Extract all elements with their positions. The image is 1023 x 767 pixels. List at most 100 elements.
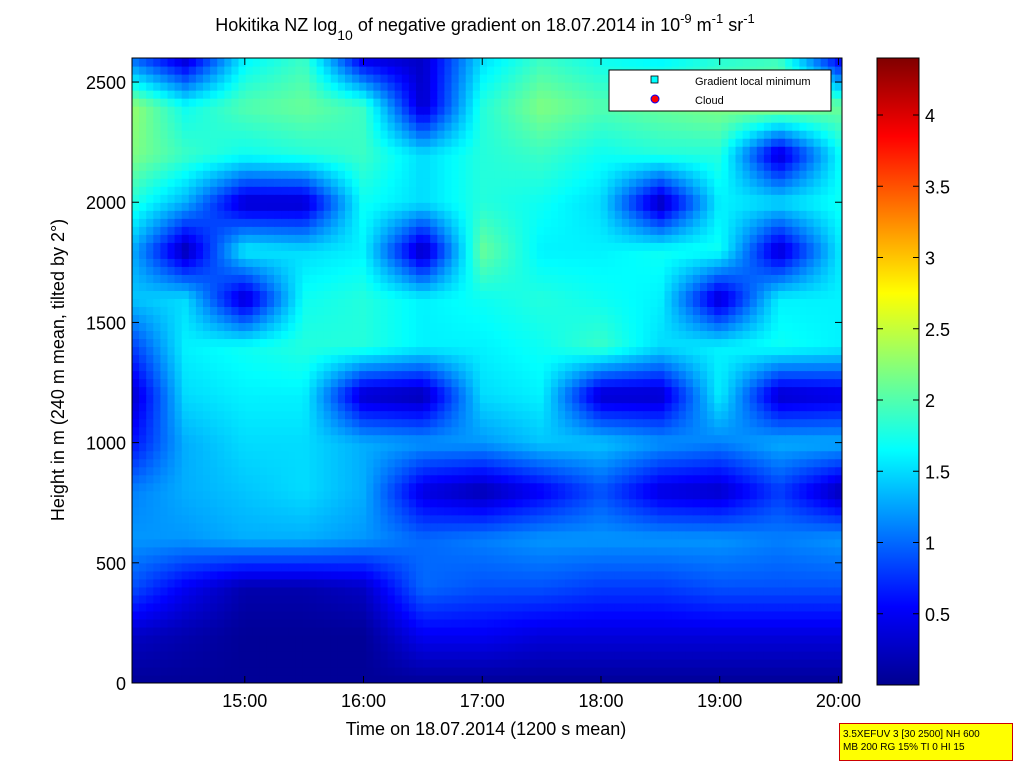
heatmap-cell — [160, 642, 169, 652]
heatmap-cell — [742, 474, 751, 484]
heatmap-cell — [522, 650, 531, 660]
heatmap-cell — [820, 586, 829, 596]
heatmap-cell — [366, 314, 374, 324]
heatmap-cell — [621, 490, 630, 500]
heatmap-cell — [529, 330, 538, 340]
heatmap-cell — [806, 466, 815, 476]
heatmap-cell — [771, 322, 779, 332]
heatmap-cell — [472, 426, 481, 436]
heatmap-cell — [593, 450, 602, 460]
heatmap-cell — [572, 330, 580, 340]
heatmap-cell — [749, 362, 758, 372]
heatmap-cell — [771, 658, 779, 668]
heatmap-cell — [487, 602, 495, 612]
heatmap-cell — [707, 658, 715, 668]
heatmap-cell — [153, 370, 161, 380]
heatmap-cell — [664, 330, 673, 340]
heatmap-cell — [579, 322, 587, 332]
heatmap-cell — [295, 410, 303, 420]
heatmap-cell — [266, 298, 275, 307]
heatmap-cell — [472, 546, 481, 556]
heatmap-cell — [416, 282, 424, 291]
heatmap-cell — [217, 514, 225, 524]
heatmap-cell — [756, 418, 765, 428]
heatmap-cell — [565, 290, 573, 299]
heatmap-cell — [366, 482, 374, 492]
heatmap-cell — [487, 434, 495, 444]
heatmap-cell — [579, 450, 587, 460]
heatmap-cell — [834, 482, 842, 492]
heatmap-cell — [444, 426, 453, 436]
heatmap-cell — [586, 594, 595, 604]
heatmap-cell — [664, 530, 673, 540]
heatmap-cell — [366, 306, 374, 316]
heatmap-cell — [778, 290, 786, 299]
heatmap-cell — [565, 474, 573, 484]
heatmap-cell — [416, 298, 424, 307]
heatmap-cell — [352, 354, 360, 364]
heatmap-cell — [721, 530, 729, 540]
heatmap-cell — [742, 362, 751, 372]
heatmap-cell — [380, 394, 389, 404]
heatmap-cell — [671, 330, 680, 340]
heatmap-cell — [508, 538, 516, 548]
heatmap-cell — [139, 506, 147, 516]
heatmap-cell — [139, 642, 147, 652]
heatmap-cell — [600, 354, 609, 364]
heatmap-cell — [245, 338, 254, 348]
heatmap-cell — [579, 466, 587, 476]
heatmap-cell — [252, 370, 261, 380]
heatmap-cell — [224, 594, 232, 604]
heatmap-cell — [643, 650, 651, 660]
heatmap-cell — [174, 530, 183, 540]
heatmap-cell — [309, 618, 318, 628]
heatmap-cell — [657, 658, 666, 668]
heatmap-cell — [621, 386, 630, 396]
heatmap-cell — [792, 658, 800, 668]
heatmap-cell — [281, 546, 289, 556]
heatmap-cell — [323, 282, 332, 291]
heatmap-cell — [607, 426, 616, 436]
heatmap-cell — [401, 626, 410, 636]
heatmap-cell — [536, 346, 545, 356]
heatmap-cell — [160, 562, 169, 572]
heatmap-cell — [487, 386, 495, 396]
heatmap-cell — [650, 402, 658, 412]
heatmap-cell — [763, 594, 772, 604]
heatmap-cell — [252, 394, 261, 404]
heatmap-cell — [536, 570, 545, 580]
heatmap-cell — [614, 346, 623, 356]
heatmap-cell — [714, 586, 722, 596]
heatmap-cell — [337, 658, 346, 668]
heatmap-cell — [636, 498, 644, 508]
heatmap-cell — [203, 426, 211, 436]
heatmap-cell — [742, 482, 751, 492]
heatmap-cell — [472, 282, 481, 291]
heatmap-cell — [323, 386, 332, 396]
heatmap-cell — [203, 442, 211, 452]
heatmap-cell — [565, 522, 573, 532]
heatmap-cell — [472, 338, 481, 348]
heatmap-cell — [621, 642, 630, 652]
heatmap-cell — [707, 522, 715, 532]
heatmap-cell — [259, 354, 268, 364]
heatmap-cell — [700, 314, 708, 324]
heatmap-cell — [174, 594, 183, 604]
heatmap-cell — [451, 514, 460, 524]
heatmap-cell — [771, 482, 779, 492]
heatmap-cell — [700, 394, 708, 404]
heatmap-cell — [522, 474, 531, 484]
heatmap-cell — [309, 314, 318, 324]
heatmap-cell — [195, 618, 204, 628]
heatmap-cell — [586, 418, 595, 428]
heatmap-cell — [778, 354, 786, 364]
heatmap-cell — [316, 546, 325, 556]
heatmap-cell — [827, 610, 836, 620]
heatmap-cell — [281, 562, 289, 572]
heatmap-cell — [174, 506, 183, 516]
heatmap-cell — [373, 290, 382, 299]
heatmap-cell — [224, 442, 232, 452]
heatmap-cell — [728, 626, 737, 636]
heatmap-cell — [692, 618, 701, 628]
heatmap-cell — [771, 306, 779, 316]
